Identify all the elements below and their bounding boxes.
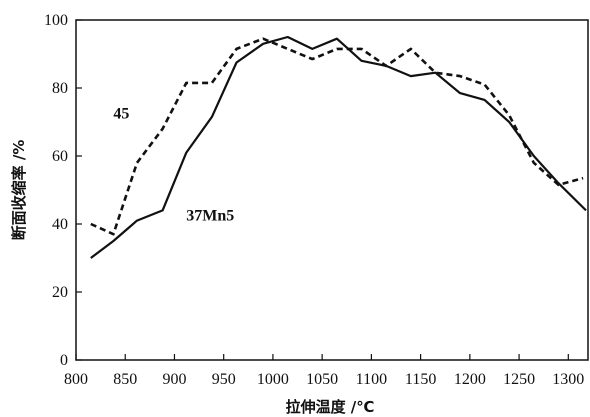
series-line-45 (90, 37, 584, 236)
axis-ticks: 800 850 900 950 1000 1050 1100 1150 1200 1250 1300… (44, 12, 584, 388)
series-annotation: 37Mn5 (186, 208, 234, 225)
y-tick-label: 60 (52, 148, 68, 165)
x-tick-label: 800 (64, 371, 88, 388)
plot-frame (75, 19, 589, 361)
x-tick-label: 1300 (552, 371, 584, 388)
x-tick-label: 950 (212, 371, 236, 388)
annotation-layer: 45 37Mn5 (113, 106, 234, 225)
x-tick-label: 1100 (356, 371, 387, 388)
series-line-37mn5 (90, 35, 587, 259)
series-annotation: 45 (113, 106, 129, 123)
x-tick-label: 1050 (306, 371, 338, 388)
y-tick-label: 20 (52, 284, 68, 301)
series-layer (90, 35, 587, 259)
y-axis-title: 断面收缩率 /% (10, 140, 28, 241)
x-tick-label: 900 (162, 371, 186, 388)
x-tick-label: 1000 (257, 371, 289, 388)
x-tick-label: 1200 (454, 371, 486, 388)
y-tick-label: 0 (60, 352, 68, 369)
x-axis-title: 拉伸温度 /℃ (286, 398, 375, 416)
y-tick-label: 100 (44, 12, 68, 29)
x-tick-label: 850 (113, 371, 137, 388)
y-tick-label: 80 (52, 80, 68, 97)
x-tick-label: 1150 (405, 371, 436, 388)
y-tick-label: 40 (52, 216, 68, 233)
x-tick-label: 1250 (503, 371, 535, 388)
